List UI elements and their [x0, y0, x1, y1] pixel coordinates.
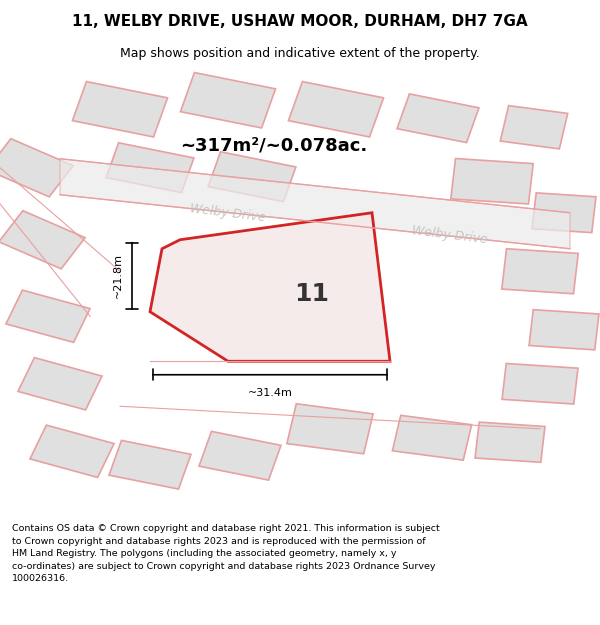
Polygon shape	[287, 404, 373, 454]
Polygon shape	[106, 142, 194, 192]
Polygon shape	[0, 139, 73, 197]
Polygon shape	[532, 193, 596, 232]
Text: ~31.4m: ~31.4m	[248, 388, 292, 398]
Polygon shape	[451, 159, 533, 204]
Text: ~317m²/~0.078ac.: ~317m²/~0.078ac.	[180, 136, 367, 154]
Polygon shape	[181, 72, 275, 128]
Polygon shape	[18, 357, 102, 410]
Polygon shape	[529, 309, 599, 350]
Polygon shape	[109, 441, 191, 489]
Polygon shape	[500, 106, 568, 149]
Polygon shape	[502, 249, 578, 294]
Polygon shape	[150, 213, 390, 361]
Text: 11: 11	[295, 282, 329, 306]
Text: Contains OS data © Crown copyright and database right 2021. This information is : Contains OS data © Crown copyright and d…	[12, 524, 440, 583]
Polygon shape	[502, 364, 578, 404]
Text: Map shows position and indicative extent of the property.: Map shows position and indicative extent…	[120, 48, 480, 61]
Polygon shape	[0, 211, 85, 269]
Polygon shape	[208, 152, 296, 202]
Polygon shape	[6, 290, 90, 342]
Polygon shape	[397, 94, 479, 142]
Text: 11, WELBY DRIVE, USHAW MOOR, DURHAM, DH7 7GA: 11, WELBY DRIVE, USHAW MOOR, DURHAM, DH7…	[72, 14, 528, 29]
Polygon shape	[60, 159, 570, 249]
Polygon shape	[289, 81, 383, 137]
Text: ~21.8m: ~21.8m	[113, 253, 123, 298]
Polygon shape	[199, 431, 281, 480]
Text: Welby Drive: Welby Drive	[190, 202, 266, 224]
Polygon shape	[475, 422, 545, 462]
Polygon shape	[392, 416, 472, 460]
Polygon shape	[73, 81, 167, 137]
Text: Welby Drive: Welby Drive	[412, 224, 488, 246]
Polygon shape	[30, 425, 114, 478]
